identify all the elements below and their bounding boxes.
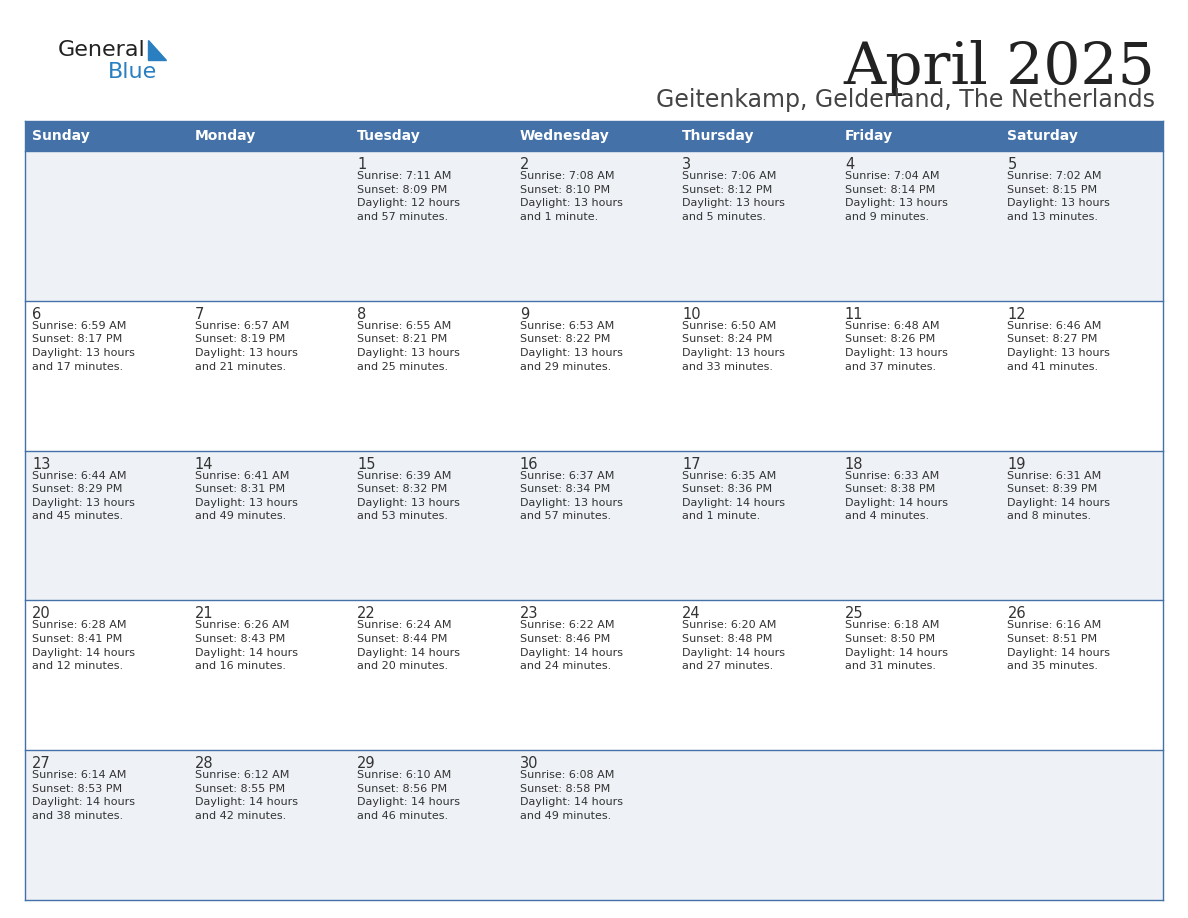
Text: 12: 12 — [1007, 307, 1026, 322]
Bar — [513, 121, 675, 151]
Text: Sunrise: 6:12 AM
Sunset: 8:55 PM
Daylight: 14 hours
and 42 minutes.: Sunrise: 6:12 AM Sunset: 8:55 PM Dayligh… — [195, 770, 297, 821]
Bar — [25, 750, 1163, 900]
Text: Sunrise: 6:28 AM
Sunset: 8:41 PM
Daylight: 14 hours
and 12 minutes.: Sunrise: 6:28 AM Sunset: 8:41 PM Dayligh… — [32, 621, 135, 671]
Text: Sunrise: 6:31 AM
Sunset: 8:39 PM
Daylight: 14 hours
and 8 minutes.: Sunrise: 6:31 AM Sunset: 8:39 PM Dayligh… — [1007, 471, 1111, 521]
Text: 10: 10 — [682, 307, 701, 322]
Text: 9: 9 — [519, 307, 529, 322]
Text: Sunrise: 6:10 AM
Sunset: 8:56 PM
Daylight: 14 hours
and 46 minutes.: Sunrise: 6:10 AM Sunset: 8:56 PM Dayligh… — [358, 770, 460, 821]
Text: Sunrise: 6:20 AM
Sunset: 8:48 PM
Daylight: 14 hours
and 27 minutes.: Sunrise: 6:20 AM Sunset: 8:48 PM Dayligh… — [682, 621, 785, 671]
Text: Sunrise: 6:16 AM
Sunset: 8:51 PM
Daylight: 14 hours
and 35 minutes.: Sunrise: 6:16 AM Sunset: 8:51 PM Dayligh… — [1007, 621, 1111, 671]
Text: Tuesday: Tuesday — [358, 129, 421, 143]
Bar — [25, 121, 188, 151]
Text: Sunrise: 6:57 AM
Sunset: 8:19 PM
Daylight: 13 hours
and 21 minutes.: Sunrise: 6:57 AM Sunset: 8:19 PM Dayligh… — [195, 320, 297, 372]
Text: Sunrise: 7:11 AM
Sunset: 8:09 PM
Daylight: 12 hours
and 57 minutes.: Sunrise: 7:11 AM Sunset: 8:09 PM Dayligh… — [358, 171, 460, 222]
Text: Sunrise: 6:37 AM
Sunset: 8:34 PM
Daylight: 13 hours
and 57 minutes.: Sunrise: 6:37 AM Sunset: 8:34 PM Dayligh… — [519, 471, 623, 521]
Text: Sunrise: 6:33 AM
Sunset: 8:38 PM
Daylight: 14 hours
and 4 minutes.: Sunrise: 6:33 AM Sunset: 8:38 PM Dayligh… — [845, 471, 948, 521]
Bar — [188, 121, 350, 151]
Text: Sunrise: 6:14 AM
Sunset: 8:53 PM
Daylight: 14 hours
and 38 minutes.: Sunrise: 6:14 AM Sunset: 8:53 PM Dayligh… — [32, 770, 135, 821]
Text: Sunrise: 6:18 AM
Sunset: 8:50 PM
Daylight: 14 hours
and 31 minutes.: Sunrise: 6:18 AM Sunset: 8:50 PM Dayligh… — [845, 621, 948, 671]
Text: Sunrise: 6:53 AM
Sunset: 8:22 PM
Daylight: 13 hours
and 29 minutes.: Sunrise: 6:53 AM Sunset: 8:22 PM Dayligh… — [519, 320, 623, 372]
Text: April 2025: April 2025 — [843, 40, 1155, 96]
Polygon shape — [148, 40, 166, 60]
Text: 21: 21 — [195, 607, 213, 621]
Text: 7: 7 — [195, 307, 204, 322]
Bar — [25, 151, 1163, 301]
Bar — [1000, 121, 1163, 151]
Text: 28: 28 — [195, 756, 213, 771]
Text: 22: 22 — [358, 607, 375, 621]
Text: Sunrise: 6:39 AM
Sunset: 8:32 PM
Daylight: 13 hours
and 53 minutes.: Sunrise: 6:39 AM Sunset: 8:32 PM Dayligh… — [358, 471, 460, 521]
Text: Sunrise: 6:44 AM
Sunset: 8:29 PM
Daylight: 13 hours
and 45 minutes.: Sunrise: 6:44 AM Sunset: 8:29 PM Dayligh… — [32, 471, 135, 521]
Text: Thursday: Thursday — [682, 129, 754, 143]
Text: 8: 8 — [358, 307, 366, 322]
Bar — [25, 451, 1163, 600]
Text: Sunrise: 6:48 AM
Sunset: 8:26 PM
Daylight: 13 hours
and 37 minutes.: Sunrise: 6:48 AM Sunset: 8:26 PM Dayligh… — [845, 320, 948, 372]
Text: 25: 25 — [845, 607, 864, 621]
Text: Sunrise: 6:41 AM
Sunset: 8:31 PM
Daylight: 13 hours
and 49 minutes.: Sunrise: 6:41 AM Sunset: 8:31 PM Dayligh… — [195, 471, 297, 521]
Text: 13: 13 — [32, 456, 50, 472]
Text: Sunrise: 6:08 AM
Sunset: 8:58 PM
Daylight: 14 hours
and 49 minutes.: Sunrise: 6:08 AM Sunset: 8:58 PM Dayligh… — [519, 770, 623, 821]
Text: Sunrise: 6:22 AM
Sunset: 8:46 PM
Daylight: 14 hours
and 24 minutes.: Sunrise: 6:22 AM Sunset: 8:46 PM Dayligh… — [519, 621, 623, 671]
Text: 26: 26 — [1007, 607, 1026, 621]
Text: 18: 18 — [845, 456, 864, 472]
Text: Sunrise: 7:06 AM
Sunset: 8:12 PM
Daylight: 13 hours
and 5 minutes.: Sunrise: 7:06 AM Sunset: 8:12 PM Dayligh… — [682, 171, 785, 222]
Text: 1: 1 — [358, 157, 366, 172]
Text: Sunrise: 6:26 AM
Sunset: 8:43 PM
Daylight: 14 hours
and 16 minutes.: Sunrise: 6:26 AM Sunset: 8:43 PM Dayligh… — [195, 621, 297, 671]
Bar — [350, 121, 513, 151]
Text: 4: 4 — [845, 157, 854, 172]
Text: Sunrise: 6:35 AM
Sunset: 8:36 PM
Daylight: 14 hours
and 1 minute.: Sunrise: 6:35 AM Sunset: 8:36 PM Dayligh… — [682, 471, 785, 521]
Text: Sunrise: 6:59 AM
Sunset: 8:17 PM
Daylight: 13 hours
and 17 minutes.: Sunrise: 6:59 AM Sunset: 8:17 PM Dayligh… — [32, 320, 135, 372]
Bar — [675, 121, 838, 151]
Text: 30: 30 — [519, 756, 538, 771]
Bar — [25, 600, 1163, 750]
Text: Sunrise: 6:46 AM
Sunset: 8:27 PM
Daylight: 13 hours
and 41 minutes.: Sunrise: 6:46 AM Sunset: 8:27 PM Dayligh… — [1007, 320, 1111, 372]
Text: Sunrise: 7:02 AM
Sunset: 8:15 PM
Daylight: 13 hours
and 13 minutes.: Sunrise: 7:02 AM Sunset: 8:15 PM Dayligh… — [1007, 171, 1111, 222]
Text: 19: 19 — [1007, 456, 1026, 472]
Text: 20: 20 — [32, 607, 51, 621]
Text: 2: 2 — [519, 157, 529, 172]
Text: 27: 27 — [32, 756, 51, 771]
Text: Sunrise: 6:55 AM
Sunset: 8:21 PM
Daylight: 13 hours
and 25 minutes.: Sunrise: 6:55 AM Sunset: 8:21 PM Dayligh… — [358, 320, 460, 372]
Text: 11: 11 — [845, 307, 864, 322]
Bar — [25, 301, 1163, 451]
Text: Geitenkamp, Gelderland, The Netherlands: Geitenkamp, Gelderland, The Netherlands — [656, 88, 1155, 112]
Text: 17: 17 — [682, 456, 701, 472]
Text: Sunrise: 6:24 AM
Sunset: 8:44 PM
Daylight: 14 hours
and 20 minutes.: Sunrise: 6:24 AM Sunset: 8:44 PM Dayligh… — [358, 621, 460, 671]
Text: 23: 23 — [519, 607, 538, 621]
Text: 6: 6 — [32, 307, 42, 322]
Text: Sunday: Sunday — [32, 129, 90, 143]
Text: 29: 29 — [358, 756, 375, 771]
Text: 3: 3 — [682, 157, 691, 172]
Bar — [838, 121, 1000, 151]
Text: Saturday: Saturday — [1007, 129, 1079, 143]
Text: 24: 24 — [682, 607, 701, 621]
Text: Blue: Blue — [108, 62, 157, 82]
Text: Monday: Monday — [195, 129, 255, 143]
Text: Wednesday: Wednesday — [519, 129, 609, 143]
Text: Sunrise: 7:04 AM
Sunset: 8:14 PM
Daylight: 13 hours
and 9 minutes.: Sunrise: 7:04 AM Sunset: 8:14 PM Dayligh… — [845, 171, 948, 222]
Text: 5: 5 — [1007, 157, 1017, 172]
Text: Friday: Friday — [845, 129, 893, 143]
Text: General: General — [58, 40, 146, 60]
Text: 15: 15 — [358, 456, 375, 472]
Text: Sunrise: 6:50 AM
Sunset: 8:24 PM
Daylight: 13 hours
and 33 minutes.: Sunrise: 6:50 AM Sunset: 8:24 PM Dayligh… — [682, 320, 785, 372]
Text: 16: 16 — [519, 456, 538, 472]
Text: 14: 14 — [195, 456, 213, 472]
Text: Sunrise: 7:08 AM
Sunset: 8:10 PM
Daylight: 13 hours
and 1 minute.: Sunrise: 7:08 AM Sunset: 8:10 PM Dayligh… — [519, 171, 623, 222]
